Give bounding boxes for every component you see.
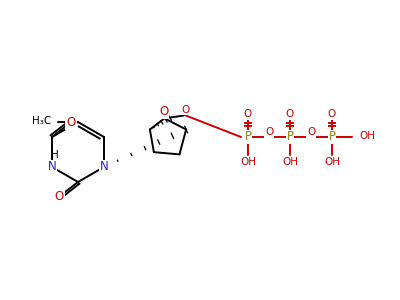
Text: H₃C: H₃C [32, 116, 51, 126]
Text: O: O [244, 109, 252, 119]
Text: O: O [182, 104, 190, 115]
Text: O: O [66, 116, 76, 130]
Text: O: O [265, 127, 273, 137]
Text: OH: OH [324, 157, 340, 167]
Text: O: O [307, 127, 315, 137]
Text: N: N [100, 160, 108, 173]
Text: O: O [54, 190, 64, 202]
Text: P: P [244, 130, 252, 143]
Text: OH: OH [240, 157, 256, 167]
Text: O: O [159, 105, 168, 118]
Text: N: N [48, 160, 56, 173]
Text: OH: OH [282, 157, 298, 167]
Text: O: O [328, 109, 336, 119]
Text: P: P [286, 130, 294, 143]
Text: O: O [286, 109, 294, 119]
Text: P: P [328, 130, 336, 143]
Text: OH: OH [359, 131, 375, 141]
Text: H: H [51, 150, 59, 160]
